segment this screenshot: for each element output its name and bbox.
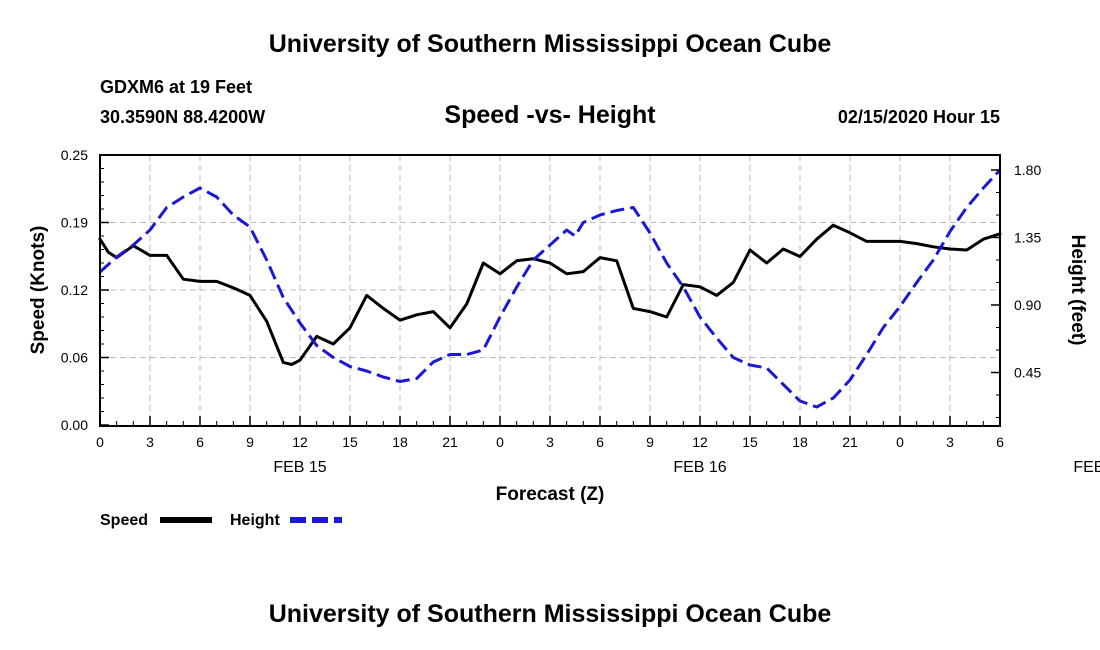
y-left-tick-label: 0.12	[61, 282, 88, 298]
x-tick-label: 6	[196, 434, 204, 450]
height-series-line	[98, 168, 1002, 409]
x-tick-label: 0	[896, 434, 904, 450]
x-tick-label: 15	[742, 434, 758, 450]
x-tick-label: 12	[692, 434, 708, 450]
y-right-tick-label: 0.45	[1014, 365, 1041, 381]
x-tick-label: 12	[292, 434, 308, 450]
y-left-tick-label: 0.00	[61, 417, 88, 433]
day-label: FEB 15	[273, 459, 326, 476]
x-tick-label: 3	[946, 434, 954, 450]
x-tick-label: 21	[442, 434, 458, 450]
x-tick-label: 9	[246, 434, 254, 450]
legend-speed-label: Speed	[100, 512, 148, 529]
x-tick-label: 3	[546, 434, 554, 450]
x-tick-label: 18	[392, 434, 408, 450]
x-tick-label: 6	[596, 434, 604, 450]
x-tick-label: 15	[342, 434, 358, 450]
x-axis-label: Forecast (Z)	[496, 484, 605, 505]
y-right-tick-label: 0.90	[1014, 297, 1041, 313]
y-right-tick-label: 1.80	[1014, 162, 1041, 178]
x-tick-label: 0	[496, 434, 504, 450]
x-tick-label: 0	[96, 434, 104, 450]
day-label: FEB 17	[1073, 459, 1100, 476]
y-left-tick-label: 0.06	[61, 350, 88, 366]
x-tick-label: 6	[996, 434, 1004, 450]
chart-title: Speed -vs- Height	[444, 101, 656, 129]
y-axis-left-label: Speed (Knots)	[28, 226, 49, 355]
legend-height-label: Height	[230, 512, 280, 529]
y-axis-right-label: Height (feet)	[1067, 235, 1088, 346]
x-tick-label: 18	[792, 434, 808, 450]
chart-header-title: University of Southern Mississippi Ocean…	[268, 30, 832, 58]
y-left-tick-label: 0.25	[61, 147, 88, 163]
station-coordinates: 30.3590N 88.4200W	[100, 107, 266, 127]
y-right-tick-label: 1.35	[1014, 230, 1041, 246]
x-tick-label: 9	[646, 434, 654, 450]
forecast-datetime: 02/15/2020 Hour 15	[837, 107, 1000, 127]
x-tick-label: 21	[842, 434, 858, 450]
day-label: FEB 16	[673, 459, 726, 476]
station-label: GDXM6 at 19 Feet	[100, 77, 253, 97]
y-left-tick-label: 0.19	[61, 215, 88, 231]
chart-footer-title: University of Southern Mississippi Ocean…	[268, 600, 832, 628]
x-tick-label: 3	[146, 434, 154, 450]
legend: Speed Height	[100, 512, 342, 529]
